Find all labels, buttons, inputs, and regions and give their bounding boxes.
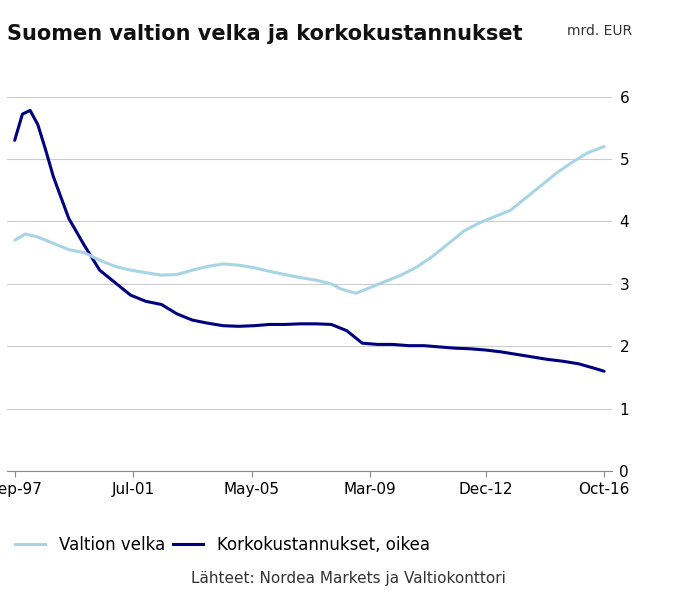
Text: Lähteet: Nordea Markets ja Valtiokonttori: Lähteet: Nordea Markets ja Valtiokonttor… xyxy=(191,571,505,586)
Text: Suomen valtion velka ja korkokustannukset: Suomen valtion velka ja korkokustannukse… xyxy=(7,24,523,44)
Legend: Valtion velka, Korkokustannukset, oikea: Valtion velka, Korkokustannukset, oikea xyxy=(15,536,429,554)
Text: mrd. EUR: mrd. EUR xyxy=(567,24,633,38)
